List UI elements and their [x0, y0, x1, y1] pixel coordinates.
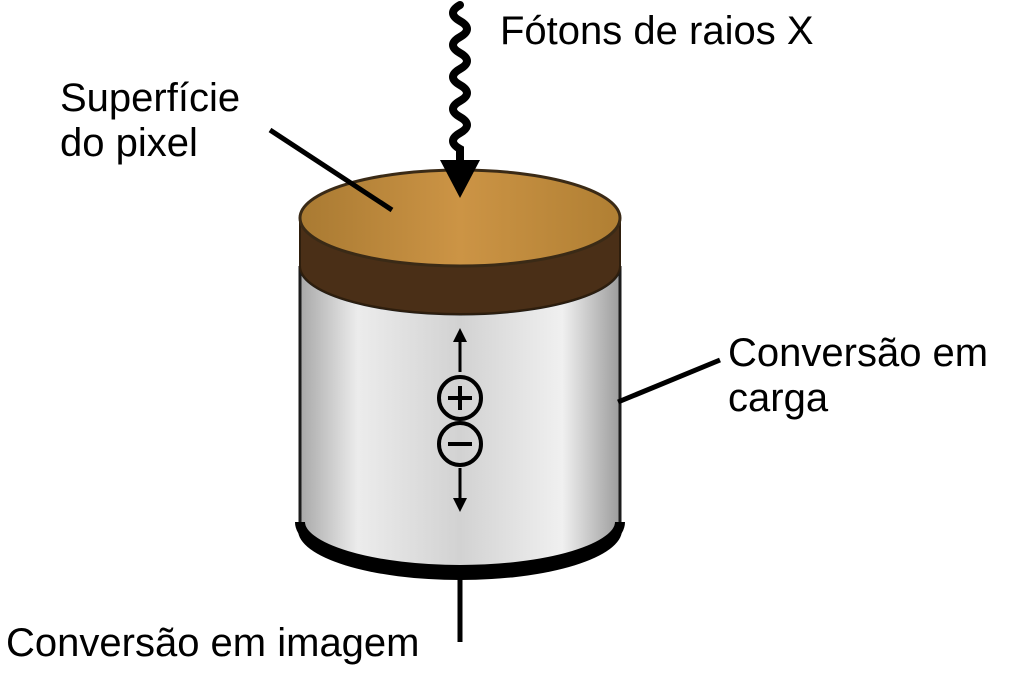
- label-surface-line2: do pixel: [60, 120, 198, 166]
- label-surface-line1: Superfície: [60, 75, 240, 121]
- label-photons: Fótons de raios X: [500, 8, 814, 54]
- photon-wave-arrow: [440, 5, 480, 198]
- label-charge-line1: Conversão em: [728, 330, 988, 376]
- label-image: Conversão em imagem: [6, 620, 420, 666]
- leader-charge: [618, 360, 720, 402]
- diagram-stage: Fótons de raios X Superfície do pixel Co…: [0, 0, 1024, 692]
- label-charge-line2: carga: [728, 375, 828, 421]
